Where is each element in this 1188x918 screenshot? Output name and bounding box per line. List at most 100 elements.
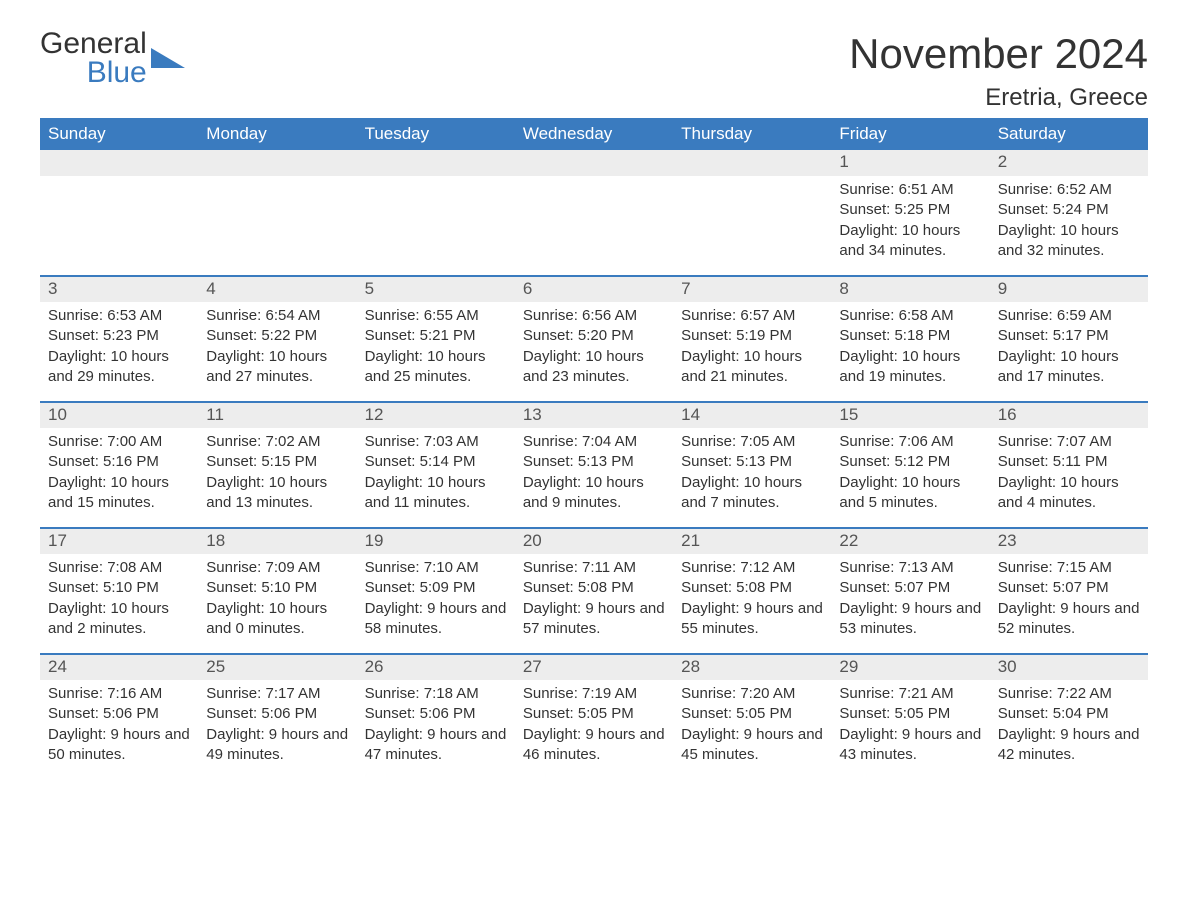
day-number-cell: 15: [831, 402, 989, 428]
sunset-text: Sunset: 5:06 PM: [206, 704, 348, 724]
sunset-text: Sunset: 5:15 PM: [206, 452, 348, 472]
sunset-text: Sunset: 5:05 PM: [523, 704, 665, 724]
day-number-cell: 24: [40, 654, 198, 680]
sunrise-text: Sunrise: 7:11 AM: [523, 558, 665, 578]
sunrise-text: Sunrise: 6:55 AM: [365, 306, 507, 326]
sunrise-text: Sunrise: 6:57 AM: [681, 306, 823, 326]
sunrise-text: Sunrise: 6:52 AM: [998, 180, 1140, 200]
day-content-cell: [198, 176, 356, 276]
day-number-cell: [673, 150, 831, 176]
sunset-text: Sunset: 5:06 PM: [365, 704, 507, 724]
daylight-text: Daylight: 9 hours and 43 minutes.: [839, 725, 981, 766]
day-content-cell: Sunrise: 6:54 AMSunset: 5:22 PMDaylight:…: [198, 302, 356, 402]
sunrise-text: Sunrise: 7:21 AM: [839, 684, 981, 704]
month-title: November 2024: [849, 30, 1148, 78]
sunrise-text: Sunrise: 6:51 AM: [839, 180, 981, 200]
sunset-text: Sunset: 5:16 PM: [48, 452, 190, 472]
sunset-text: Sunset: 5:11 PM: [998, 452, 1140, 472]
day-content-cell: Sunrise: 6:56 AMSunset: 5:20 PMDaylight:…: [515, 302, 673, 402]
day-content-cell: [673, 176, 831, 276]
daylight-text: Daylight: 10 hours and 21 minutes.: [681, 347, 823, 388]
day-number-cell: 17: [40, 528, 198, 554]
sunset-text: Sunset: 5:14 PM: [365, 452, 507, 472]
day-content-cell: Sunrise: 7:09 AMSunset: 5:10 PMDaylight:…: [198, 554, 356, 654]
sunrise-text: Sunrise: 7:15 AM: [998, 558, 1140, 578]
sunrise-text: Sunrise: 7:07 AM: [998, 432, 1140, 452]
day-content-cell: Sunrise: 7:05 AMSunset: 5:13 PMDaylight:…: [673, 428, 831, 528]
day-number-cell: 16: [990, 402, 1148, 428]
daylight-text: Daylight: 10 hours and 19 minutes.: [839, 347, 981, 388]
sunset-text: Sunset: 5:13 PM: [681, 452, 823, 472]
sunset-text: Sunset: 5:22 PM: [206, 326, 348, 346]
sunset-text: Sunset: 5:13 PM: [523, 452, 665, 472]
day-number-cell: 2: [990, 150, 1148, 176]
day-content-cell: Sunrise: 7:07 AMSunset: 5:11 PMDaylight:…: [990, 428, 1148, 528]
day-number-cell: 29: [831, 654, 989, 680]
day-content-cell: Sunrise: 7:19 AMSunset: 5:05 PMDaylight:…: [515, 680, 673, 779]
day-number-cell: 13: [515, 402, 673, 428]
daylight-text: Daylight: 10 hours and 27 minutes.: [206, 347, 348, 388]
daylight-text: Daylight: 9 hours and 58 minutes.: [365, 599, 507, 640]
day-number-cell: 11: [198, 402, 356, 428]
day-content-cell: Sunrise: 6:57 AMSunset: 5:19 PMDaylight:…: [673, 302, 831, 402]
weekday-header: Monday: [198, 118, 356, 150]
sunrise-text: Sunrise: 7:18 AM: [365, 684, 507, 704]
day-number-cell: 20: [515, 528, 673, 554]
day-number-cell: 23: [990, 528, 1148, 554]
day-content-cell: [515, 176, 673, 276]
sunrise-text: Sunrise: 7:02 AM: [206, 432, 348, 452]
sunset-text: Sunset: 5:23 PM: [48, 326, 190, 346]
sunset-text: Sunset: 5:08 PM: [523, 578, 665, 598]
daylight-text: Daylight: 10 hours and 32 minutes.: [998, 221, 1140, 262]
day-content-cell: [357, 176, 515, 276]
daylight-text: Daylight: 10 hours and 4 minutes.: [998, 473, 1140, 514]
day-content-cell: Sunrise: 7:18 AMSunset: 5:06 PMDaylight:…: [357, 680, 515, 779]
sunrise-text: Sunrise: 7:05 AM: [681, 432, 823, 452]
sunset-text: Sunset: 5:06 PM: [48, 704, 190, 724]
sunset-text: Sunset: 5:24 PM: [998, 200, 1140, 220]
sunset-text: Sunset: 5:05 PM: [839, 704, 981, 724]
day-content-cell: Sunrise: 7:22 AMSunset: 5:04 PMDaylight:…: [990, 680, 1148, 779]
day-number-cell: [198, 150, 356, 176]
logo-triangle-icon: [151, 46, 185, 73]
daylight-text: Daylight: 10 hours and 0 minutes.: [206, 599, 348, 640]
day-content-cell: Sunrise: 7:04 AMSunset: 5:13 PMDaylight:…: [515, 428, 673, 528]
sunrise-text: Sunrise: 7:10 AM: [365, 558, 507, 578]
day-number-cell: 4: [198, 276, 356, 302]
page-header: General Blue November 2024 Eretria, Gree…: [40, 30, 1148, 112]
sunrise-text: Sunrise: 7:00 AM: [48, 432, 190, 452]
day-content-cell: Sunrise: 7:15 AMSunset: 5:07 PMDaylight:…: [990, 554, 1148, 654]
day-number-cell: 7: [673, 276, 831, 302]
sunset-text: Sunset: 5:20 PM: [523, 326, 665, 346]
day-number-cell: 18: [198, 528, 356, 554]
sunrise-text: Sunrise: 7:20 AM: [681, 684, 823, 704]
sunrise-text: Sunrise: 6:59 AM: [998, 306, 1140, 326]
sunset-text: Sunset: 5:08 PM: [681, 578, 823, 598]
day-content-cell: Sunrise: 7:17 AMSunset: 5:06 PMDaylight:…: [198, 680, 356, 779]
day-number-cell: 8: [831, 276, 989, 302]
day-content-cell: [40, 176, 198, 276]
day-content-cell: Sunrise: 7:02 AMSunset: 5:15 PMDaylight:…: [198, 428, 356, 528]
day-content-cell: Sunrise: 7:21 AMSunset: 5:05 PMDaylight:…: [831, 680, 989, 779]
daylight-text: Daylight: 9 hours and 50 minutes.: [48, 725, 190, 766]
day-number-cell: 10: [40, 402, 198, 428]
sunset-text: Sunset: 5:05 PM: [681, 704, 823, 724]
daylight-text: Daylight: 9 hours and 46 minutes.: [523, 725, 665, 766]
day-number-cell: [40, 150, 198, 176]
calendar-head: SundayMondayTuesdayWednesdayThursdayFrid…: [40, 118, 1148, 150]
sunrise-text: Sunrise: 7:19 AM: [523, 684, 665, 704]
day-content-cell: Sunrise: 7:12 AMSunset: 5:08 PMDaylight:…: [673, 554, 831, 654]
day-number-cell: 30: [990, 654, 1148, 680]
sunset-text: Sunset: 5:12 PM: [839, 452, 981, 472]
sunrise-text: Sunrise: 6:56 AM: [523, 306, 665, 326]
sunrise-text: Sunrise: 7:22 AM: [998, 684, 1140, 704]
day-number-cell: 12: [357, 402, 515, 428]
sunrise-text: Sunrise: 7:17 AM: [206, 684, 348, 704]
sunset-text: Sunset: 5:17 PM: [998, 326, 1140, 346]
daylight-text: Daylight: 10 hours and 11 minutes.: [365, 473, 507, 514]
daylight-text: Daylight: 10 hours and 9 minutes.: [523, 473, 665, 514]
daylight-text: Daylight: 9 hours and 57 minutes.: [523, 599, 665, 640]
logo-line2: Blue: [40, 59, 147, 88]
sunset-text: Sunset: 5:04 PM: [998, 704, 1140, 724]
daylight-text: Daylight: 9 hours and 52 minutes.: [998, 599, 1140, 640]
